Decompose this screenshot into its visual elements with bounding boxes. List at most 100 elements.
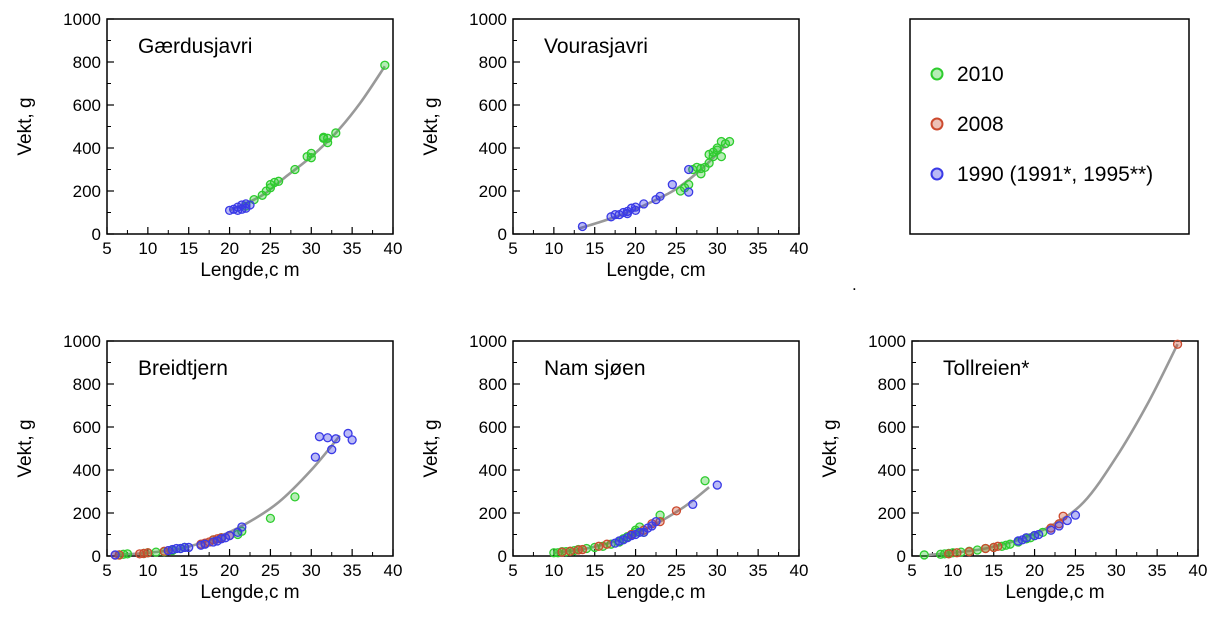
x-tick-label: 30 — [302, 561, 321, 580]
panel-title: Gærdusjavri — [138, 35, 252, 58]
chart-panel: 5 10 15 20 25 30 35 4002004006008001000Lengde, … — [421, 10, 808, 281]
data-point-2010 — [290, 492, 300, 502]
legend-marker-1990 — [930, 167, 944, 181]
data-point-2010 — [655, 510, 665, 520]
data-point-2010 — [380, 60, 390, 70]
x-tick-label: 40 — [384, 561, 403, 580]
x-tick-label: 35 — [343, 561, 362, 580]
x-axis-label: Lengde,c m — [1005, 582, 1104, 603]
data-point-1990 — [343, 428, 353, 439]
data-point-1990 — [651, 516, 661, 527]
x-tick-label: 35 — [749, 561, 768, 580]
legend: 2010 2008 1990 (1991*, 1995**) — [909, 18, 1190, 235]
y-axis-label: Vekt, g — [15, 419, 36, 477]
data-point-1990 — [1046, 525, 1056, 535]
y-tick-label: 200 — [479, 182, 507, 201]
data-point-2010 — [265, 513, 276, 524]
legend-label-2008: 2008 — [957, 113, 1004, 136]
x-tick-label: 20 — [220, 239, 239, 258]
data-point-1990 — [630, 202, 641, 212]
y-tick-label: 1000 — [868, 332, 906, 351]
x-tick-label: 25 — [261, 239, 280, 258]
data-point-1990 — [245, 200, 255, 210]
data-point-2008 — [557, 547, 567, 557]
x-tick-label: 40 — [384, 239, 403, 258]
data-point-2008 — [594, 541, 604, 551]
legend-marker-2010 — [930, 67, 944, 81]
y-tick-label: 400 — [479, 139, 507, 158]
x-tick-label: 30 — [1107, 561, 1126, 580]
data-point-2010 — [306, 153, 316, 163]
data-point-2010 — [972, 545, 983, 555]
legend-label-2010: 2010 — [957, 63, 1004, 86]
panel-title: Tollreien* — [943, 357, 1029, 380]
y-tick-label: 0 — [897, 547, 906, 566]
data-point-1990 — [1021, 533, 1032, 543]
y-tick-label: 1000 — [469, 332, 507, 351]
data-point-2010 — [919, 550, 929, 560]
x-tick-label: 25 — [1066, 561, 1085, 580]
data-point-2010 — [724, 136, 735, 147]
data-point-2010 — [290, 164, 300, 175]
data-point-1990 — [1054, 521, 1064, 531]
stray-mark: . — [852, 275, 857, 294]
data-point-1990 — [327, 444, 337, 455]
legend-marker-2008 — [930, 117, 944, 131]
x-tick-label: 5 — [102, 561, 111, 580]
panel-title: Breidtjern — [138, 357, 228, 380]
chart-panel: 5 10 15 20 25 30 35 4002004006008001000Lengde,c… — [820, 332, 1207, 603]
data-point-1990 — [688, 499, 698, 510]
y-tick-label: 200 — [73, 182, 101, 201]
data-point-1990 — [237, 522, 247, 532]
x-tick-label: 15 — [585, 239, 604, 258]
x-tick-label: 35 — [343, 239, 362, 258]
data-point-1990 — [110, 550, 120, 560]
y-tick-label: 0 — [92, 547, 101, 566]
data-point-2008 — [980, 543, 991, 554]
x-tick-label: 5 — [907, 561, 916, 580]
data-point-2008 — [602, 539, 612, 549]
data-point-2008 — [1172, 339, 1183, 349]
data-point-1990 — [1062, 515, 1072, 526]
y-tick-label: 0 — [498, 547, 507, 566]
y-axis-label: Vekt, g — [820, 419, 841, 477]
y-tick-label: 800 — [479, 375, 507, 394]
y-tick-label: 400 — [73, 461, 101, 480]
x-tick-label: 30 — [302, 239, 321, 258]
y-tick-label: 1000 — [469, 10, 507, 29]
x-tick-label: 15 — [179, 239, 198, 258]
y-tick-label: 800 — [479, 53, 507, 72]
x-tick-label: 5 — [508, 561, 517, 580]
y-axis-label: Vekt, g — [421, 419, 442, 477]
data-point-2010 — [331, 128, 341, 138]
panel-title: Vourasjavri — [544, 35, 648, 58]
data-point-2008 — [944, 549, 954, 559]
data-point-1990 — [314, 432, 325, 442]
x-tick-label: 40 — [790, 239, 809, 258]
data-point-1990 — [655, 191, 665, 202]
x-tick-label: 15 — [585, 561, 604, 580]
x-tick-label: 10 — [138, 239, 157, 258]
x-tick-label: 15 — [984, 561, 1003, 580]
y-tick-label: 800 — [73, 53, 101, 72]
data-point-2010 — [151, 547, 161, 557]
chart-panel: 5 10 15 20 25 30 35 4002004006008001000Lengde,c… — [15, 332, 402, 603]
data-point-1990 — [639, 199, 649, 209]
fit-curve — [577, 144, 727, 230]
y-tick-label: 1000 — [63, 332, 101, 351]
y-axis-label: Vekt, g — [15, 97, 36, 155]
y-tick-label: 600 — [878, 418, 906, 437]
x-tick-label: 10 — [544, 239, 563, 258]
data-point-2010 — [1005, 539, 1015, 549]
data-point-2008 — [964, 547, 974, 557]
x-tick-label: 10 — [544, 561, 563, 580]
y-tick-label: 600 — [73, 96, 101, 115]
data-point-2008 — [671, 506, 682, 516]
y-tick-label: 0 — [92, 225, 101, 244]
x-tick-label: 15 — [179, 561, 198, 580]
panel-title: Nam sjøen — [544, 357, 646, 380]
y-tick-label: 600 — [479, 96, 507, 115]
x-axis-label: Lengde,c m — [200, 260, 299, 281]
x-tick-label: 35 — [749, 239, 768, 258]
